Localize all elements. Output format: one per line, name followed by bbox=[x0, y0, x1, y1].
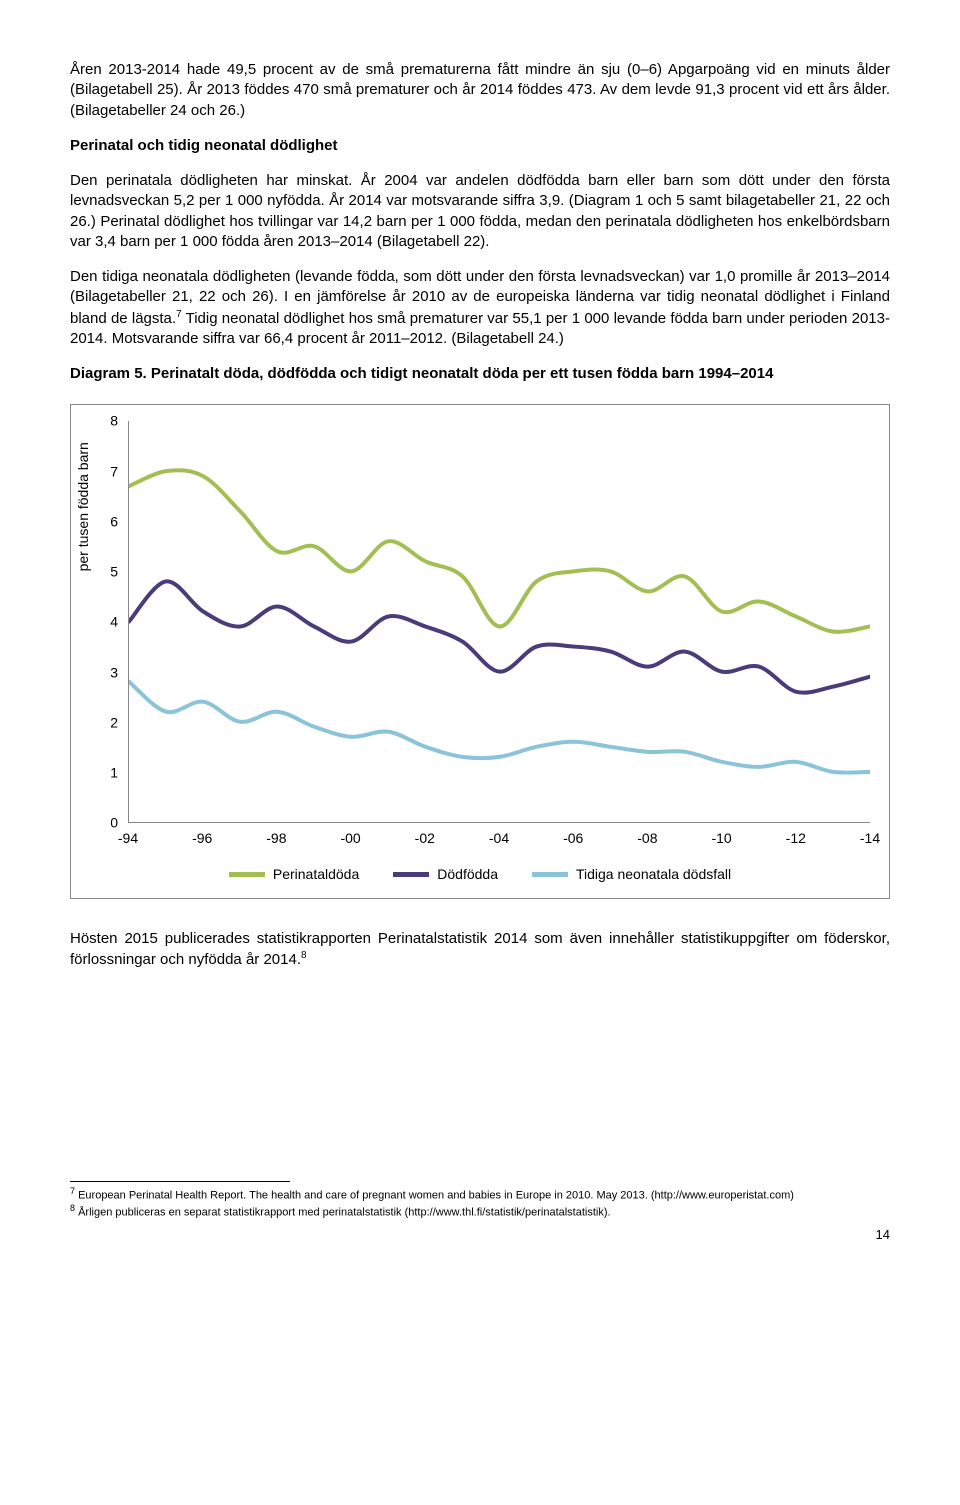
paragraph-3b: Tidig neonatal dödlighet hos små prematu… bbox=[70, 310, 890, 347]
footnote-8: 8 Årligen publiceras en separat statisti… bbox=[70, 1203, 890, 1220]
legend-label: Perinataldöda bbox=[273, 865, 359, 884]
x-tick: -98 bbox=[266, 829, 286, 848]
legend-swatch bbox=[532, 872, 568, 877]
paragraph-4: Hösten 2015 publicerades statistikrappor… bbox=[70, 929, 890, 971]
series-line bbox=[129, 582, 870, 693]
y-tick: 0 bbox=[88, 814, 118, 833]
x-tick: -14 bbox=[860, 829, 880, 848]
legend-item: Perinataldöda bbox=[229, 865, 359, 884]
plot-region bbox=[128, 421, 870, 823]
legend-label: Dödfödda bbox=[437, 865, 498, 884]
legend-swatch bbox=[229, 872, 265, 877]
legend-label: Tidiga neonatala dödsfall bbox=[576, 865, 731, 884]
footnote-8-text: Årligen publiceras en separat statistikr… bbox=[78, 1206, 611, 1218]
y-tick: 5 bbox=[88, 563, 118, 582]
x-tick: -00 bbox=[340, 829, 360, 848]
y-tick: 4 bbox=[88, 613, 118, 632]
legend-item: Tidiga neonatala dödsfall bbox=[532, 865, 731, 884]
diagram-5-title: Diagram 5. Perinatalt döda, dödfödda och… bbox=[70, 364, 890, 384]
series-line bbox=[129, 682, 870, 773]
legend-swatch bbox=[393, 872, 429, 877]
x-tick: -10 bbox=[711, 829, 731, 848]
paragraph-1: Åren 2013-2014 hade 49,5 procent av de s… bbox=[70, 60, 890, 121]
y-tick: 6 bbox=[88, 512, 118, 531]
y-tick: 2 bbox=[88, 713, 118, 732]
footnotes-rule bbox=[70, 1181, 290, 1182]
legend-item: Dödfödda bbox=[393, 865, 498, 884]
y-axis: 012345678 bbox=[86, 421, 122, 823]
series-line bbox=[129, 470, 870, 632]
x-tick: -08 bbox=[637, 829, 657, 848]
page-number: 14 bbox=[70, 1226, 890, 1244]
y-tick: 7 bbox=[88, 462, 118, 481]
chart-area: per tusen födda barn 012345678 -94-96-98… bbox=[86, 421, 874, 851]
footnote-7: 7 European Perinatal Health Report. The … bbox=[70, 1186, 890, 1203]
y-tick: 3 bbox=[88, 663, 118, 682]
x-tick: -96 bbox=[192, 829, 212, 848]
x-tick: -04 bbox=[489, 829, 509, 848]
x-tick: -02 bbox=[415, 829, 435, 848]
legend: Perinataldöda Dödfödda Tidiga neonatala dö… bbox=[81, 865, 879, 890]
x-tick: -94 bbox=[118, 829, 138, 848]
footnote-ref-8: 8 bbox=[301, 950, 307, 961]
footnote-7-text: European Perinatal Health Report. The he… bbox=[78, 1189, 794, 1201]
x-tick: -12 bbox=[786, 829, 806, 848]
section-heading-perinatal: Perinatal och tidig neonatal dödlighet bbox=[70, 136, 890, 156]
y-tick: 8 bbox=[88, 412, 118, 431]
footnotes-body: 7 European Perinatal Health Report. The … bbox=[70, 1186, 890, 1220]
paragraph-4a: Hösten 2015 publicerades statistikrappor… bbox=[70, 930, 890, 968]
x-axis: -94-96-98-00-02-04-06-08-10-12-14 bbox=[128, 827, 870, 851]
y-tick: 1 bbox=[88, 764, 118, 783]
paragraph-3: Den tidiga neonatala dödligheten (levand… bbox=[70, 267, 890, 349]
chart-container: per tusen födda barn 012345678 -94-96-98… bbox=[70, 404, 890, 899]
paragraph-2: Den perinatala dödligheten har minskat. … bbox=[70, 171, 890, 252]
x-tick: -06 bbox=[563, 829, 583, 848]
